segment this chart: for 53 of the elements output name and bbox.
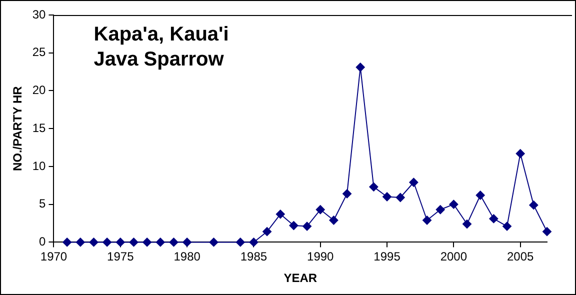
y-tick-label: 15 bbox=[32, 120, 46, 135]
point bbox=[289, 221, 298, 230]
point bbox=[502, 222, 512, 231]
x-tick-label: 2000 bbox=[440, 250, 468, 264]
x-tick-label: 1970 bbox=[40, 250, 68, 264]
y-axis-title: NO./PARTY HR bbox=[10, 86, 25, 172]
x-tick-label: 1985 bbox=[240, 250, 268, 264]
point bbox=[396, 193, 405, 202]
point bbox=[89, 238, 98, 247]
point bbox=[276, 210, 285, 219]
point bbox=[102, 238, 112, 247]
point bbox=[116, 238, 125, 247]
point bbox=[62, 238, 72, 247]
point bbox=[182, 238, 192, 247]
x-tick-label: 2005 bbox=[506, 250, 534, 264]
point bbox=[436, 205, 445, 214]
point bbox=[449, 200, 458, 209]
x-tick-label: 1980 bbox=[174, 250, 201, 264]
point bbox=[476, 190, 485, 200]
point bbox=[156, 238, 165, 247]
y-tick-label: 25 bbox=[32, 45, 46, 60]
x-tick-label: 1975 bbox=[107, 250, 134, 264]
point bbox=[329, 216, 338, 225]
point bbox=[262, 227, 272, 236]
point bbox=[169, 238, 178, 247]
y-tick-label: 30 bbox=[32, 7, 46, 22]
point bbox=[516, 149, 525, 158]
point bbox=[316, 205, 325, 214]
point bbox=[76, 238, 85, 247]
x-tick-label: 1995 bbox=[374, 250, 401, 264]
x-tick-label: 1990 bbox=[307, 250, 334, 264]
point bbox=[236, 238, 245, 247]
point bbox=[129, 238, 138, 247]
point bbox=[249, 238, 258, 247]
point bbox=[302, 222, 312, 231]
point bbox=[342, 189, 352, 198]
point bbox=[356, 62, 365, 72]
point bbox=[489, 214, 498, 224]
y-tick-label: 0 bbox=[39, 234, 46, 249]
text: Kapa'a, Kaua'i Java Sparrow bbox=[94, 24, 229, 71]
point bbox=[529, 200, 538, 210]
y-tick-label: 10 bbox=[32, 158, 46, 173]
point bbox=[409, 178, 418, 187]
y-tick-label: 20 bbox=[32, 83, 46, 98]
point bbox=[422, 216, 432, 225]
x-axis-title: YEAR bbox=[284, 271, 318, 286]
point bbox=[462, 220, 472, 229]
point bbox=[369, 182, 378, 192]
y-tick-label: 5 bbox=[39, 196, 46, 211]
point bbox=[542, 227, 552, 236]
point bbox=[209, 238, 218, 247]
point bbox=[382, 192, 392, 202]
point bbox=[142, 238, 152, 247]
